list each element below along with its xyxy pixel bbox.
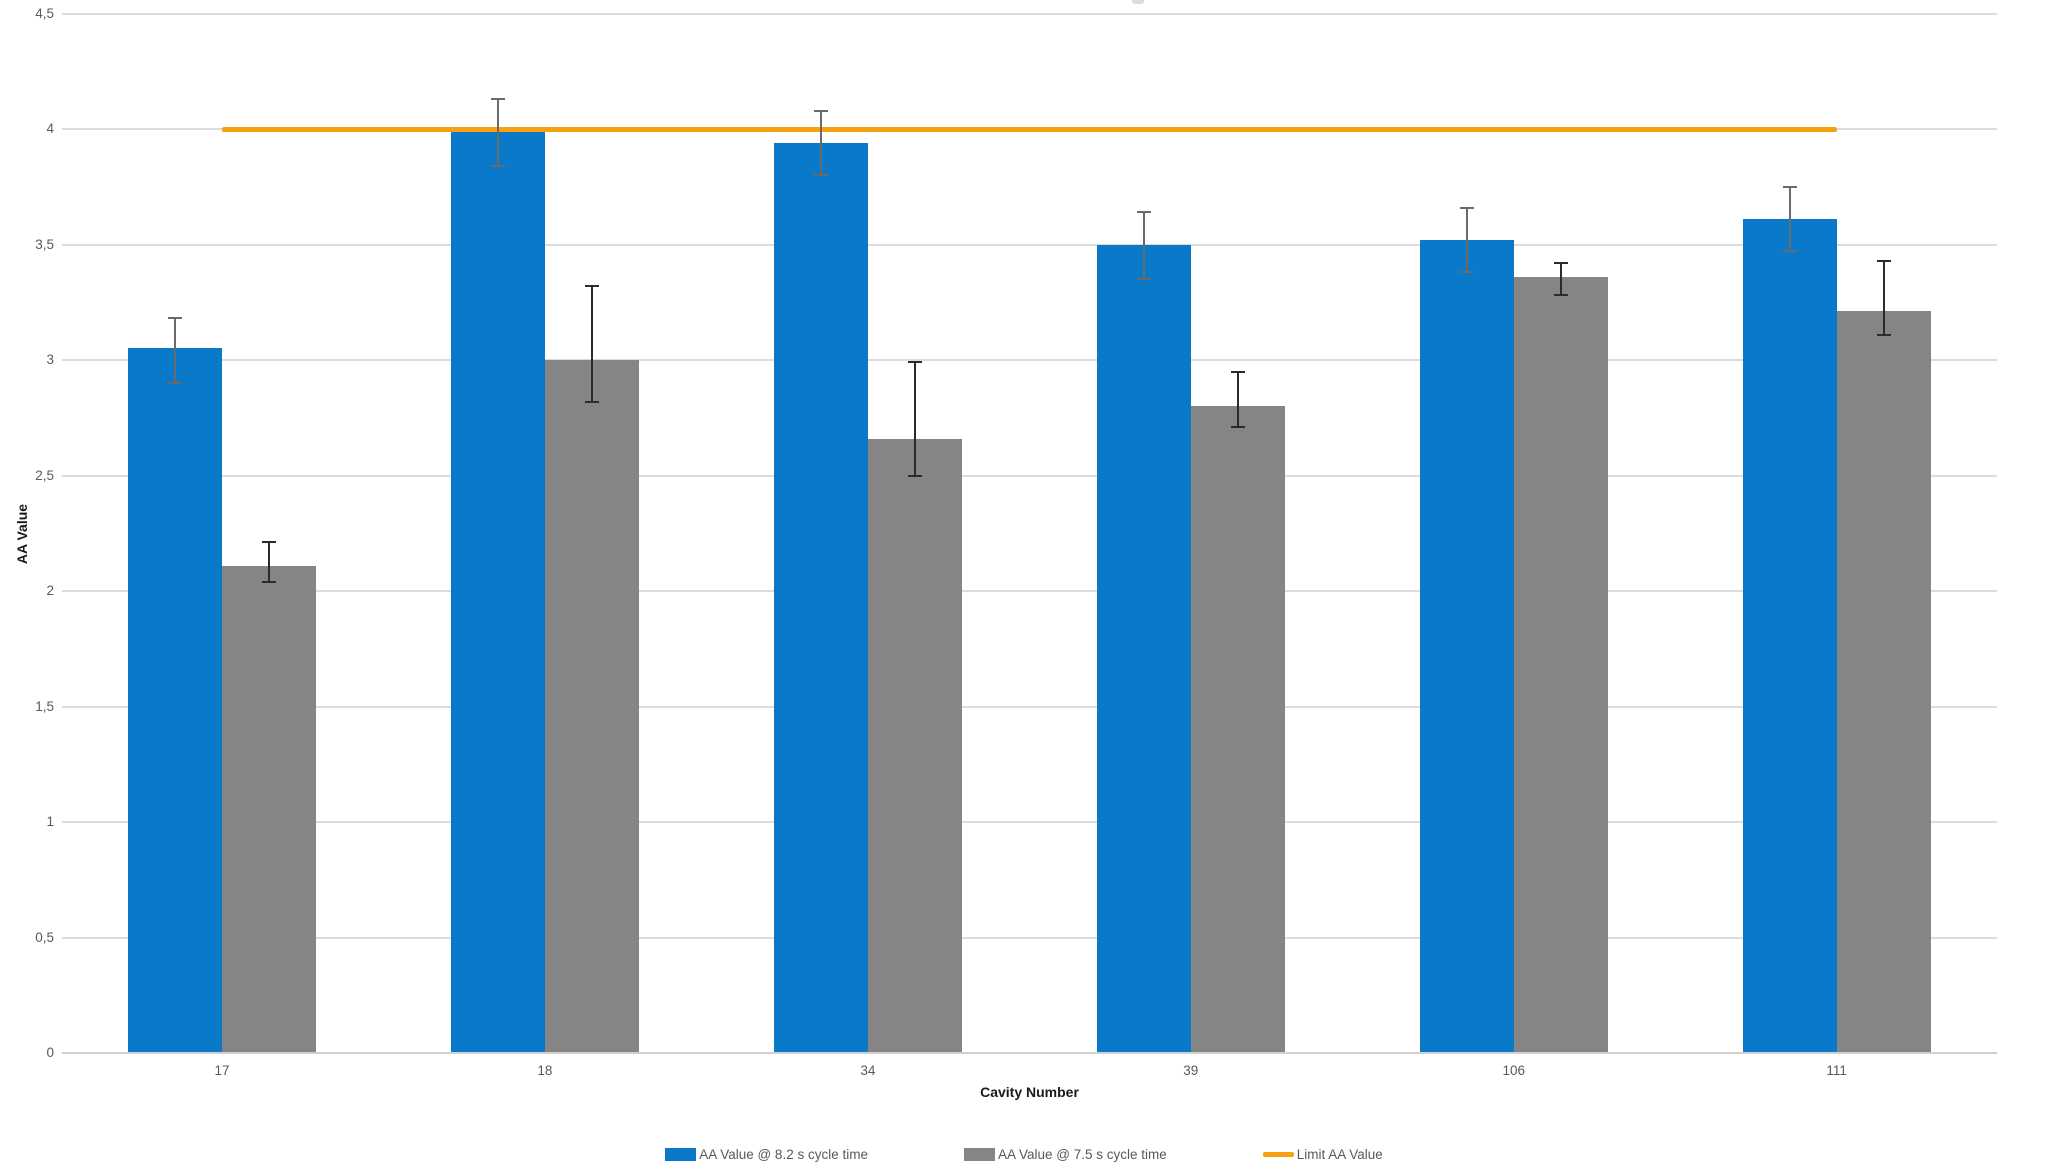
- blue-bar-swatch-icon: [665, 1148, 697, 1161]
- cropped-title-handle: [1132, 0, 1144, 4]
- gridline-4,5: [62, 12, 1997, 15]
- y-axis-title: AA Value: [14, 503, 30, 565]
- error-bar-cap-top-gray-106: [1553, 261, 1568, 264]
- error-bar-cap-bottom-blue-18: [490, 164, 505, 167]
- gray-bar-swatch-icon: [963, 1148, 995, 1161]
- y-tick-label-1,5: 1,5: [35, 698, 54, 714]
- gridline-1,5: [62, 705, 1997, 708]
- x-axis-line: [62, 1052, 1997, 1054]
- error-bar-cap-top-gray-18: [584, 285, 599, 288]
- y-tick-label-3: 3: [46, 352, 54, 367]
- legend: AA Value @ 8.2 s cycle time AA Value @ 7.…: [0, 1147, 2048, 1162]
- gridline-3: [62, 359, 1997, 361]
- error-bar-blue-17: [174, 318, 176, 384]
- error-bar-blue-34: [819, 110, 822, 176]
- x-tick-label-111: 111: [1826, 1063, 1847, 1078]
- bar-blue-106[interactable]: [1419, 239, 1514, 1053]
- error-bar-cap-bottom-blue-34: [813, 174, 828, 177]
- error-bar-blue-106: [1465, 207, 1468, 273]
- error-bar-blue-18: [496, 98, 499, 166]
- orange-line-swatch-icon: [1262, 1152, 1294, 1157]
- legend-item-series-1[interactable]: AA Value @ 8.2 s cycle time: [665, 1147, 868, 1162]
- bar-blue-17[interactable]: [128, 348, 222, 1053]
- error-bar-cap-bottom-gray-111: [1876, 333, 1891, 336]
- error-bar-gray-106: [1559, 262, 1562, 296]
- error-bar-gray-39: [1236, 371, 1239, 427]
- bar-gray-111[interactable]: [1836, 311, 1931, 1053]
- limit-line[interactable]: [222, 126, 1837, 132]
- error-bar-cap-top-blue-17: [168, 317, 182, 320]
- bar-gray-39[interactable]: [1190, 406, 1285, 1053]
- bar-gray-106[interactable]: [1513, 276, 1608, 1053]
- legend-item-series-1-label: AA Value @ 8.2 s cycle time: [699, 1147, 868, 1162]
- y-tick-label-0: 0: [46, 1045, 54, 1060]
- error-bar-cap-bottom-gray-106: [1553, 294, 1568, 297]
- y-tick-label-3,5: 3,5: [35, 236, 54, 252]
- y-tick-label-4: 4: [46, 121, 54, 136]
- error-bar-cap-top-blue-106: [1459, 206, 1474, 209]
- error-bar-cap-top-blue-111: [1782, 185, 1797, 188]
- error-bar-cap-bottom-gray-17: [262, 580, 276, 583]
- error-bar-cap-top-gray-111: [1876, 259, 1891, 262]
- error-bar-cap-bottom-gray-39: [1230, 425, 1245, 428]
- y-tick-label-2,5: 2,5: [35, 467, 54, 483]
- gridline-2: [62, 590, 1997, 592]
- x-tick-label-34: 34: [860, 1063, 876, 1078]
- gridline-1: [62, 821, 1997, 823]
- error-bar-cap-top-gray-17: [262, 541, 276, 544]
- gridline-3,5: [62, 243, 1997, 246]
- error-bar-blue-39: [1142, 212, 1145, 280]
- legend-item-limit[interactable]: Limit AA Value: [1262, 1147, 1383, 1162]
- error-bar-cap-top-blue-18: [490, 97, 505, 100]
- x-tick-label-17: 17: [214, 1063, 230, 1078]
- x-axis-title: Cavity Number: [980, 1084, 1079, 1100]
- y-tick-label-2: 2: [46, 583, 54, 598]
- legend-item-series-2-label: AA Value @ 7.5 s cycle time: [997, 1147, 1167, 1162]
- x-tick-label-39: 39: [1183, 1063, 1199, 1078]
- error-bar-blue-111: [1788, 186, 1791, 252]
- bar-gray-18[interactable]: [544, 360, 639, 1053]
- error-bar-cap-bottom-blue-17: [168, 382, 182, 385]
- error-bar-gray-18: [590, 286, 593, 402]
- error-bar-cap-top-blue-39: [1136, 211, 1151, 214]
- bar-gray-34[interactable]: [867, 438, 962, 1053]
- x-tick-label-18: 18: [537, 1063, 553, 1078]
- error-bar-cap-top-blue-34: [813, 109, 828, 112]
- x-tick-label-106: 106: [1502, 1063, 1526, 1078]
- gridline-2,5: [62, 474, 1997, 477]
- bar-blue-18[interactable]: [450, 131, 545, 1053]
- error-bar-cap-top-gray-34: [907, 361, 922, 364]
- error-bar-cap-bottom-blue-111: [1782, 250, 1797, 253]
- y-tick-label-0,5: 0,5: [35, 929, 54, 945]
- error-bar-cap-bottom-gray-34: [907, 474, 922, 477]
- legend-item-limit-label: Limit AA Value: [1296, 1147, 1383, 1162]
- error-bar-gray-34: [913, 362, 916, 476]
- error-bar-cap-bottom-blue-106: [1459, 271, 1474, 274]
- y-tick-label-1: 1: [46, 814, 54, 829]
- error-bar-cap-bottom-gray-18: [584, 400, 599, 403]
- bar-gray-17[interactable]: [222, 565, 316, 1053]
- error-bar-gray-111: [1882, 260, 1885, 335]
- legend-item-series-2[interactable]: AA Value @ 7.5 s cycle time: [963, 1147, 1167, 1162]
- bar-blue-34[interactable]: [773, 142, 868, 1053]
- error-bar-cap-bottom-blue-39: [1136, 278, 1151, 281]
- error-bar-cap-top-gray-39: [1230, 370, 1245, 373]
- y-tick-label-4,5: 4,5: [35, 5, 54, 21]
- bar-blue-39[interactable]: [1096, 244, 1191, 1053]
- bar-blue-111[interactable]: [1742, 219, 1837, 1053]
- error-bar-gray-17: [268, 542, 270, 582]
- gridline-0,5: [62, 936, 1997, 939]
